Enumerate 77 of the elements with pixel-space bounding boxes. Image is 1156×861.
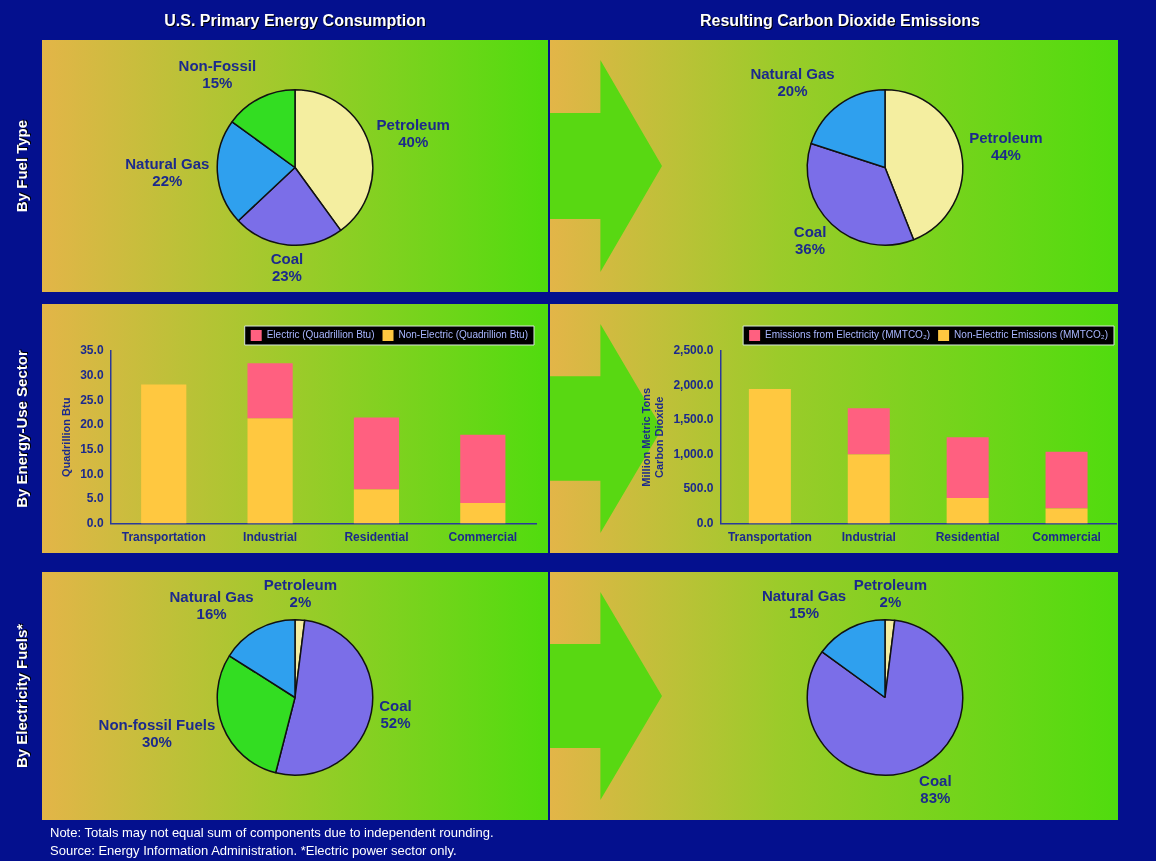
slice-label: Natural Gas [750,65,835,83]
y-tick-label: 15.0 [80,441,104,456]
data-label: 83% [920,789,951,807]
bar [847,454,890,524]
slice-label: Non-Fossil [178,56,257,74]
bar [460,502,506,524]
data-label: 36% [795,240,826,258]
slice-label: Coal [270,250,304,268]
source-note: Source: Energy Information Administration. *Electric power sector only. [50,842,458,860]
x-tick-label: Industrial [841,530,896,545]
legend-label: Emissions from Electricity (MMTCO₂) [765,329,931,341]
slice-label: Petroleum [853,575,928,593]
slice-label: Coal [379,697,412,715]
data-label: 22% [152,171,183,189]
x-tick-label: Transportation [121,530,206,545]
y-tick-label: 10.0 [80,466,104,481]
data-label: 15% [202,73,233,91]
x-tick-label: Transportation [727,530,812,545]
chart-title: U.S. Primary Energy Consumption [163,12,427,30]
slice-label: Coal [793,223,827,241]
data-label: 20% [777,82,808,100]
y-tick-label: 35.0 [80,343,104,358]
slice-label: Non-fossil Fuels [98,715,216,733]
bar [353,417,400,490]
slice-label: Petroleum [969,128,1043,146]
y-tick-label: 25.0 [80,392,104,407]
data-label: 15% [788,603,819,621]
y-tick-label: 30.0 [80,367,104,382]
bar [141,384,187,524]
chart-title: Resulting Carbon Dioxide Emissions [698,12,981,30]
y-tick-label: 0.0 [696,515,714,530]
x-tick-label: Residential [935,530,1000,545]
y-tick-label: 1,000.0 [673,446,714,461]
x-tick-label: Commercial [448,530,518,545]
bar [460,434,506,503]
bar [748,388,791,524]
data-label: 30% [141,732,172,750]
data-label: 23% [271,267,302,285]
text: By Fuel Type [12,119,30,213]
y-tick-label: 500.0 [683,481,714,496]
y-tick-label: 1,500.0 [673,412,714,427]
text: Note: Totals may not equal sum of components due to independent rounding. [50,824,494,842]
slice-label: Natural Gas [125,154,210,172]
data-label: 40% [398,133,429,151]
y-tick-label: 2,500.0 [673,343,714,358]
legend-label: Non-Electric Emissions (MMTCO₂) [954,329,1109,341]
legend-label: Electric (Quadrillion Btu) [266,329,375,341]
text: By Energy-Use Sector [12,349,30,508]
bar [1045,451,1088,509]
slice-label: Natural Gas [761,586,847,604]
slice-label: Petroleum [263,575,338,593]
bar [946,437,989,499]
bar [1045,508,1088,524]
x-tick-label: Commercial [1032,530,1101,545]
data-label: 16% [196,605,227,623]
y-tick-label: 0.0 [86,515,104,530]
text: By Electricity Fuels* [12,623,30,769]
y-tick-label: 20.0 [80,417,104,432]
y-axis-title: Quadrillion Btu [59,397,72,478]
y-axis-title: Million Metric Tons Carbon Dioxide [639,387,665,487]
bar [247,418,293,524]
data-label: 2% [879,592,902,610]
data-label: 2% [289,592,312,610]
bar [946,498,989,524]
legend-label: Non-Electric (Quadrillion Btu) [398,329,529,341]
x-tick-label: Industrial [243,530,298,545]
data-label: 44% [990,145,1021,163]
slice-label: Natural Gas [169,588,254,606]
bar [247,363,293,419]
data-label: 52% [380,714,411,732]
bar [847,408,890,455]
bar [353,489,400,524]
x-tick-label: Residential [344,530,409,545]
slice-label: Coal [919,772,952,790]
y-tick-label: 5.0 [86,491,104,506]
y-tick-label: 2,000.0 [673,377,714,392]
slice-label: Petroleum [376,116,450,134]
